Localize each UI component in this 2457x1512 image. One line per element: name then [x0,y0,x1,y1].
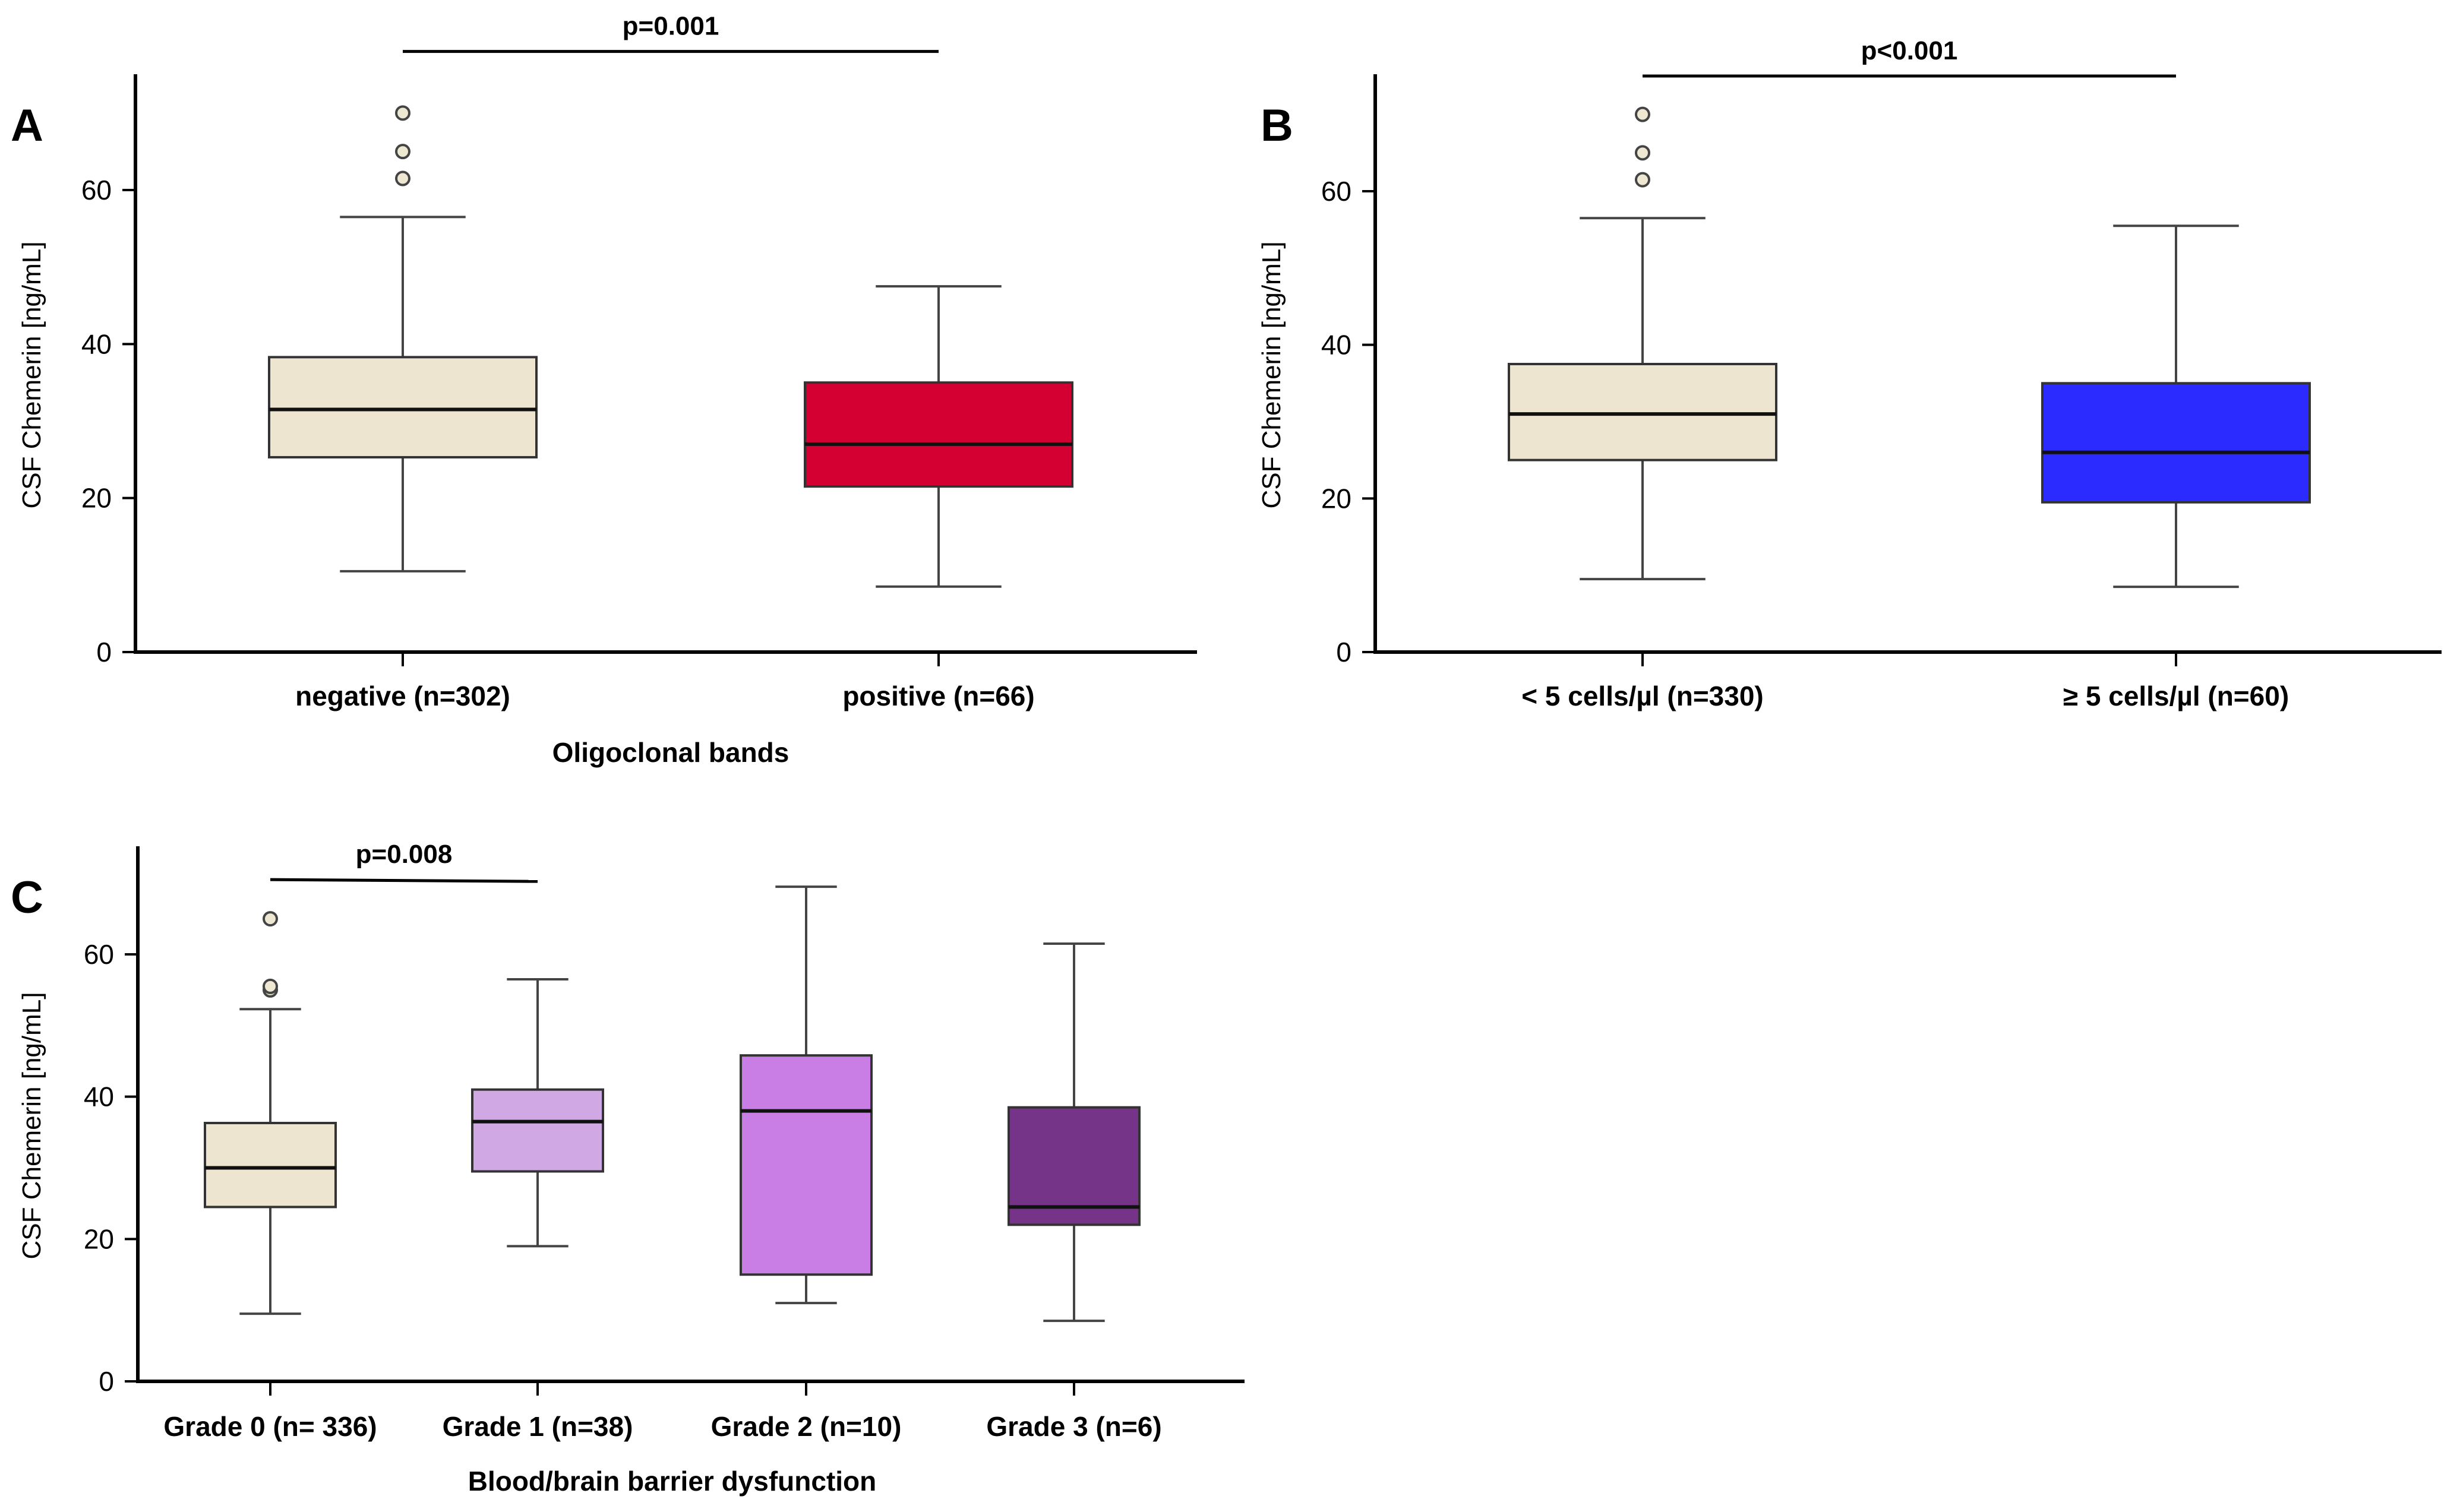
y-tick-label: 0 [1336,637,1351,668]
y-tick-label: 20 [84,1223,114,1254]
outlier-point [1635,106,1650,122]
category-label: positive (n=66) [842,681,1034,711]
panel-letter: C [11,872,43,923]
box [804,381,1073,488]
x-axis-label: Oligoclonal bands [552,737,789,768]
category-label: ≥ 5 cells/µl (n=60) [2063,681,2289,711]
significance-label: p=0.001 [623,12,719,41]
box [1508,363,1777,461]
outlier-point [395,170,410,186]
y-axis-label: CSF Chemerin [ng/mL] [17,992,46,1260]
y-tick-label: 0 [96,637,112,668]
y-tick-label: 40 [81,328,112,359]
x-axis-label: Blood/brain barrier dysfunction [468,1466,877,1497]
panel-letter: A [11,100,43,151]
panel-a: A 0 20 40 60 CSF Chemerin [ng/mL] negative (n=… [11,12,1197,768]
significance-line [270,878,538,883]
outlier-point [395,144,410,160]
outlier-point [263,911,278,927]
box [471,1088,604,1173]
y-tick-label: 0 [99,1366,114,1397]
category-label: Grade 3 (n=6) [986,1411,1161,1442]
y-tick-label: 20 [81,483,112,514]
outlier-point [1635,172,1650,188]
panel-b: B 0 20 40 60 CSF Chemerin [ng/mL] < 5 cells/µl… [1257,36,2442,711]
box [740,1054,873,1276]
category-label: Grade 2 (n=10) [711,1411,902,1442]
y-axis-label: CSF Chemerin [ng/mL] [17,242,46,509]
box [204,1122,337,1209]
panel-letter: B [1261,100,1293,151]
category-label: Grade 0 (n= 336) [163,1411,377,1442]
outlier-point [1635,145,1650,161]
significance-label: p=0.008 [356,840,453,869]
category-label: Grade 1 (n=38) [443,1411,633,1442]
y-tick-label: 40 [84,1081,114,1112]
y-tick-label: 60 [1321,176,1351,207]
category-label: negative (n=302) [295,681,510,711]
outlier-point [263,978,278,994]
y-axis-label: CSF Chemerin [ng/mL] [1257,242,1286,509]
outlier-point [395,105,410,121]
y-tick-label: 60 [81,175,112,205]
box [268,356,538,458]
box [2041,382,2311,504]
y-tick-label: 40 [1321,330,1351,360]
y-tick-label: 20 [1321,483,1351,514]
panel-c: C 0 20 40 60 CSF Chemerin [ng/mL] Grade 0 (n= … [11,840,1245,1497]
significance-label: p<0.001 [1861,36,1958,65]
category-label: < 5 cells/µl (n=330) [1521,681,1764,711]
y-tick-label: 60 [84,939,114,970]
